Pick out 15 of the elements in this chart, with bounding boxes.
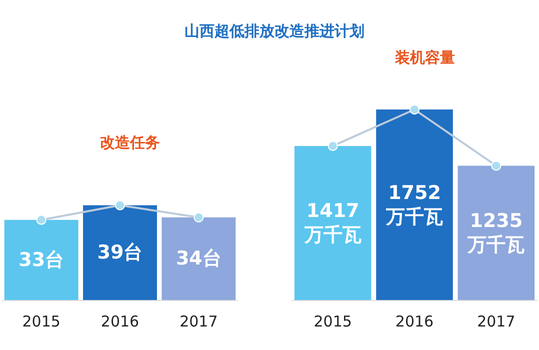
x-tick-label: 2017	[180, 312, 218, 330]
chart-subtitle: 改造任务	[100, 134, 160, 152]
chart-subtitle: 装机容量	[394, 48, 455, 66]
data-label: 39台	[97, 242, 143, 264]
data-label: 1417 万千瓦	[303, 200, 362, 246]
x-tick-label: 2015	[22, 312, 60, 330]
data-label: 1752 万千瓦	[385, 182, 443, 228]
x-tick-label: 2016	[395, 312, 434, 330]
data-label: 33台	[18, 248, 64, 271]
x-tick-label: 2016	[100, 312, 140, 330]
data-label: 34台	[176, 248, 222, 270]
text: 山西超低排放改造推进计划	[184, 22, 366, 41]
x-tick-label: 2015	[314, 312, 352, 330]
data-label: 1235 万千瓦	[466, 210, 525, 256]
x-tick-label: 2017	[477, 312, 516, 330]
